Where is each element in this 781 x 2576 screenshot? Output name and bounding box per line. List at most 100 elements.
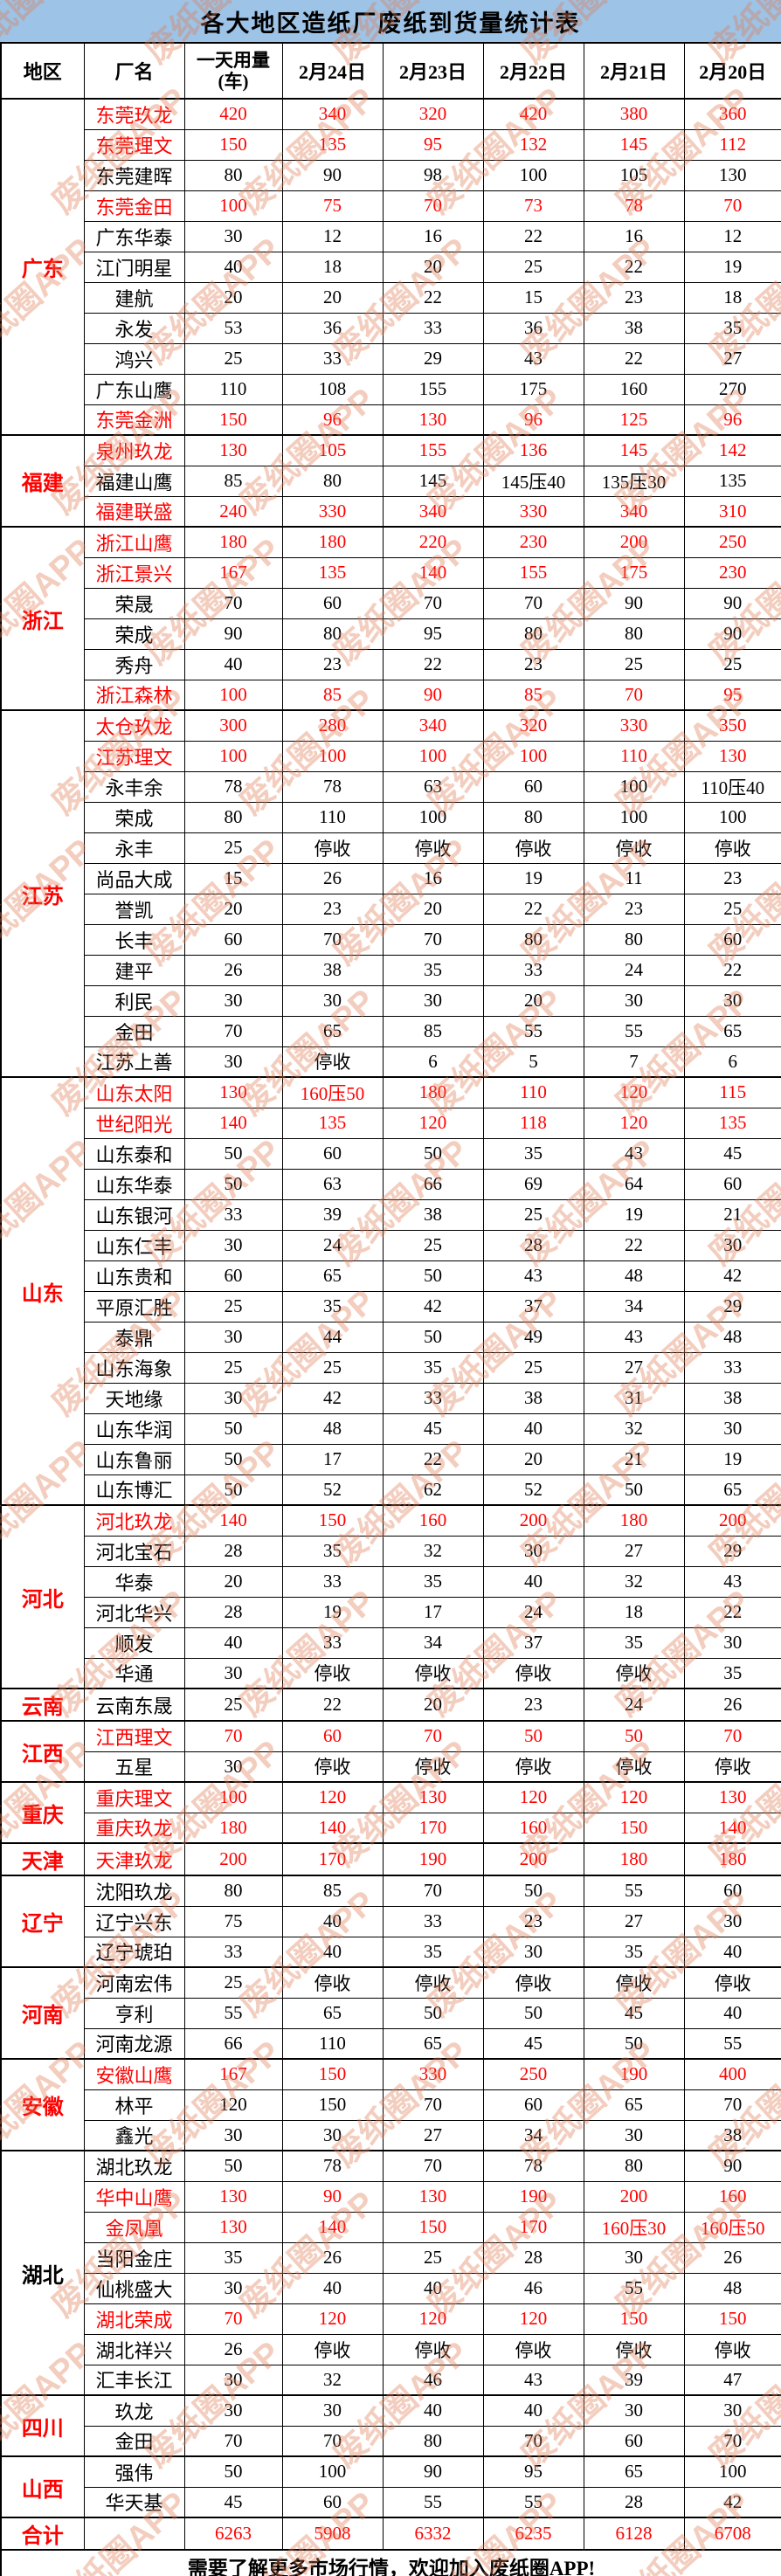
arrival-value-cell: 80: [482, 618, 584, 650]
table-row: 山东华泰 50 63 66 69 64 60: [1, 1168, 781, 1200]
arrival-value-cell: 43: [482, 2364, 584, 2396]
daily-usage-cell: 140: [183, 1107, 283, 1139]
arrival-value-cell: 18: [683, 281, 781, 314]
factory-name-cell: 汇丰长江: [83, 2364, 185, 2396]
factory-name-cell: 利民: [83, 984, 185, 1017]
arrival-value-cell: 40: [482, 2394, 584, 2427]
arrival-value-cell: 23: [482, 648, 584, 680]
arrival-value-cell: 停收: [281, 1046, 384, 1078]
arrival-value-cell: 18: [583, 1596, 685, 1628]
table-row: 荣晟 70 60 70 70 90 90: [1, 587, 781, 619]
daily-usage-cell: 26: [183, 2333, 283, 2365]
arrival-value-cell: 停收: [482, 1751, 584, 1783]
daily-usage-cell: 80: [183, 1875, 283, 1907]
daily-usage-cell: 20: [183, 1565, 283, 1598]
table-row: 福建联盛 240 330 340 330 340 310: [1, 495, 781, 528]
region-cell: 天津: [0, 1842, 85, 1876]
arrival-value-cell: 100: [281, 740, 384, 772]
arrival-value-cell: 23: [583, 893, 685, 925]
daily-usage-cell: 30: [183, 2119, 283, 2151]
table-row: 荣成 90 80 95 80 80 90: [1, 618, 781, 650]
table-row: 河北 河北玖龙 140 150 160 200 180 200: [0, 1504, 781, 1689]
daily-usage-cell: 20: [183, 893, 283, 925]
table-row: 河南 河南宏伟 25 停收 停收 停收 停收 停收: [0, 1966, 781, 2060]
arrival-value-cell: 40: [482, 1565, 584, 1598]
arrival-value-cell: 142: [683, 434, 781, 466]
factory-name-cell: 湖北祥兴: [83, 2333, 185, 2365]
arrival-value-cell: 280: [281, 709, 384, 742]
arrival-value-cell: 39: [281, 1198, 384, 1231]
table-row: 浙江景兴 167 135 140 155 175 230: [1, 556, 781, 589]
arrival-value-cell: 155: [482, 556, 584, 589]
factory-name-cell: 山东仁丰: [83, 1229, 185, 1261]
arrival-value-cell: 43: [583, 1137, 685, 1170]
arrival-value-cell: 停收: [683, 1966, 781, 1999]
region-cell: 重庆: [0, 1781, 85, 1844]
page-title: 各大地区造纸厂废纸到货量统计表: [0, 0, 781, 42]
arrival-value-cell: 停收: [281, 832, 384, 864]
daily-usage-cell: 420: [183, 98, 283, 130]
arrival-value-cell: 44: [281, 1321, 384, 1353]
arrival-value-cell: 33: [382, 1905, 484, 1937]
arrival-value-cell: 100: [382, 801, 484, 833]
daily-usage-cell: 70: [183, 2303, 283, 2335]
arrival-value-cell: 200: [482, 1504, 584, 1537]
arrival-value-cell: 50: [382, 1137, 484, 1170]
table-row: 仙桃盛大 30 40 40 46 55 48: [1, 2272, 781, 2304]
arrival-value-cell: 33: [281, 1626, 384, 1659]
arrival-value-cell: 30: [482, 1535, 584, 1567]
arrival-value-cell: 36: [281, 312, 384, 344]
arrival-value-cell: 145: [583, 128, 685, 161]
total-value-cell: 6128: [583, 2517, 685, 2551]
col-header-daily-usage: 一天用量 (车): [183, 42, 283, 100]
daily-usage-cell: 25: [183, 832, 283, 864]
arrival-value-cell: 停收: [382, 1966, 484, 1999]
arrival-value-cell: 145: [583, 434, 685, 466]
factory-name-cell: 鸿兴: [83, 342, 185, 375]
table-row: 山东海象 25 25 35 25 27 33: [1, 1351, 781, 1384]
col-header-date-feb24: 2月24日: [281, 42, 384, 100]
arrival-value-cell: 50: [583, 2027, 685, 2060]
arrival-value-cell: 50: [482, 1997, 584, 2029]
arrival-value-cell: 160压50: [281, 1076, 384, 1108]
region-cell: 河北: [0, 1504, 85, 1689]
arrival-value-cell: 230: [482, 526, 584, 558]
arrival-value-cell: 30: [382, 984, 484, 1017]
arrival-value-cell: 25: [683, 648, 781, 680]
arrival-value-cell: 停收: [482, 1657, 584, 1689]
arrival-value-cell: 90: [382, 2455, 484, 2488]
arrival-value-cell: 20: [382, 251, 484, 283]
factory-name-cell: 福建联盛: [83, 495, 185, 528]
table-row: 华天基 45 60 55 55 28 42: [1, 2486, 781, 2518]
arrival-value-cell: 270: [683, 373, 781, 405]
arrival-value-cell: 135: [281, 1107, 384, 1139]
arrival-value-cell: 25: [281, 1351, 384, 1384]
table-row: 山东华润 50 48 45 40 32 30: [1, 1412, 781, 1445]
arrival-value-cell: 65: [281, 1015, 384, 1047]
arrival-value-cell: 40: [382, 2272, 484, 2304]
arrival-value-cell: 25: [382, 2241, 484, 2274]
arrival-value-cell: 118: [482, 1107, 584, 1139]
daily-usage-cell: 150: [183, 128, 283, 161]
arrival-value-cell: 70: [382, 190, 484, 222]
arrival-value-cell: 80: [482, 801, 584, 833]
arrival-value-cell: 135: [683, 1107, 781, 1139]
arrival-value-cell: 330: [281, 495, 384, 528]
daily-usage-cell: 110: [183, 373, 283, 405]
arrival-value-cell: 65: [382, 2027, 484, 2060]
arrival-value-cell: 95: [382, 618, 484, 650]
arrival-value-cell: 34: [583, 1290, 685, 1323]
factory-name-cell: 河南龙源: [83, 2027, 185, 2060]
arrival-value-cell: 73: [482, 190, 584, 222]
arrival-value-cell: 停收: [281, 2333, 384, 2365]
daily-usage-cell: 45: [183, 2486, 283, 2518]
arrival-value-cell: 65: [281, 1997, 384, 2029]
daily-usage-cell: 50: [183, 1168, 283, 1200]
arrival-value-cell: 37: [482, 1626, 584, 1659]
arrival-value-cell: 52: [482, 1474, 584, 1506]
arrival-value-cell: 330: [583, 709, 685, 742]
arrival-value-cell: 33: [281, 342, 384, 375]
arrival-value-cell: 170: [482, 2211, 584, 2243]
factory-name-cell: 太仓玖龙: [83, 709, 185, 742]
factory-name-cell: 辽宁兴东: [83, 1905, 185, 1937]
